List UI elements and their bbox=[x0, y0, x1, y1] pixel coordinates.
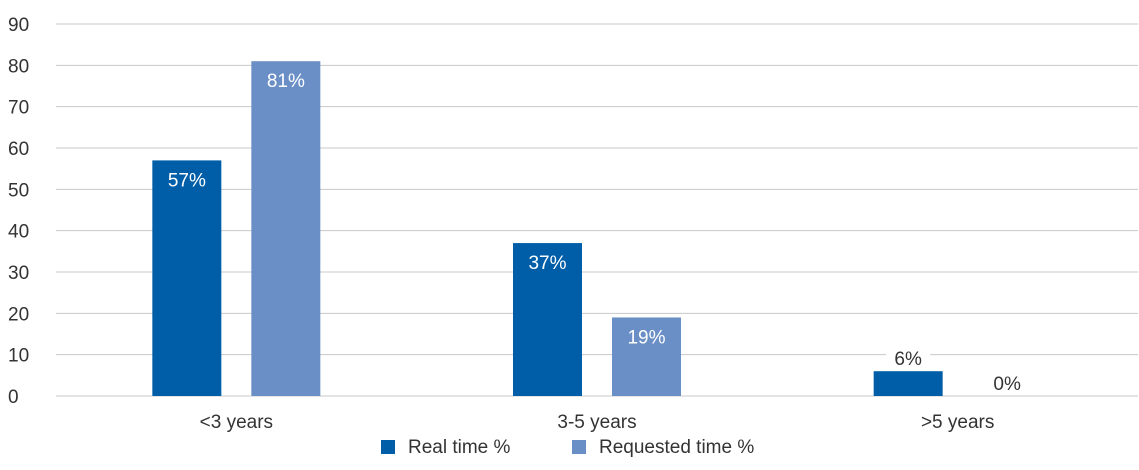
data-label: 57% bbox=[168, 170, 206, 191]
bar-requested-time bbox=[612, 317, 681, 396]
x-axis-ticks: <3 years 3-5 years >5 years bbox=[200, 412, 995, 433]
y-tick-label: 20 bbox=[8, 304, 29, 325]
data-label: 6% bbox=[894, 349, 922, 370]
y-tick-label: 70 bbox=[8, 98, 29, 119]
bar-real-time bbox=[513, 243, 582, 396]
y-tick-label: 0 bbox=[8, 387, 19, 408]
bars bbox=[152, 61, 943, 396]
bar-requested-time bbox=[251, 61, 321, 396]
y-tick-label: 50 bbox=[8, 180, 29, 201]
x-tick-label: <3 years bbox=[200, 412, 273, 433]
y-tick-label: 30 bbox=[8, 263, 29, 284]
data-label: 81% bbox=[267, 71, 305, 92]
y-tick-label: 80 bbox=[8, 56, 29, 77]
data-label: 37% bbox=[528, 253, 566, 274]
y-tick-label: 90 bbox=[8, 15, 29, 36]
gridlines bbox=[56, 23, 1138, 397]
y-tick-label: 40 bbox=[8, 222, 29, 243]
data-label: 0% bbox=[993, 374, 1021, 395]
y-axis-ticks: 0 10 20 30 40 50 60 70 80 90 bbox=[8, 15, 29, 408]
bar-real-time bbox=[152, 160, 222, 396]
legend: Real time % Requested time % bbox=[381, 437, 754, 458]
data-label-background bbox=[886, 344, 931, 371]
x-tick-label: 3-5 years bbox=[557, 412, 636, 433]
data-labels: 57% 81% 37% 19% 6% 0% bbox=[168, 71, 1021, 395]
y-tick-label: 10 bbox=[8, 346, 29, 367]
bar-real-time bbox=[873, 371, 943, 396]
x-tick-label: >5 years bbox=[921, 412, 994, 433]
data-label: 19% bbox=[627, 327, 665, 348]
legend-label: Real time % bbox=[408, 437, 511, 458]
legend-swatch bbox=[381, 440, 395, 454]
legend-swatch bbox=[572, 440, 586, 454]
legend-label: Requested time % bbox=[599, 437, 754, 458]
y-tick-label: 60 bbox=[8, 139, 29, 160]
